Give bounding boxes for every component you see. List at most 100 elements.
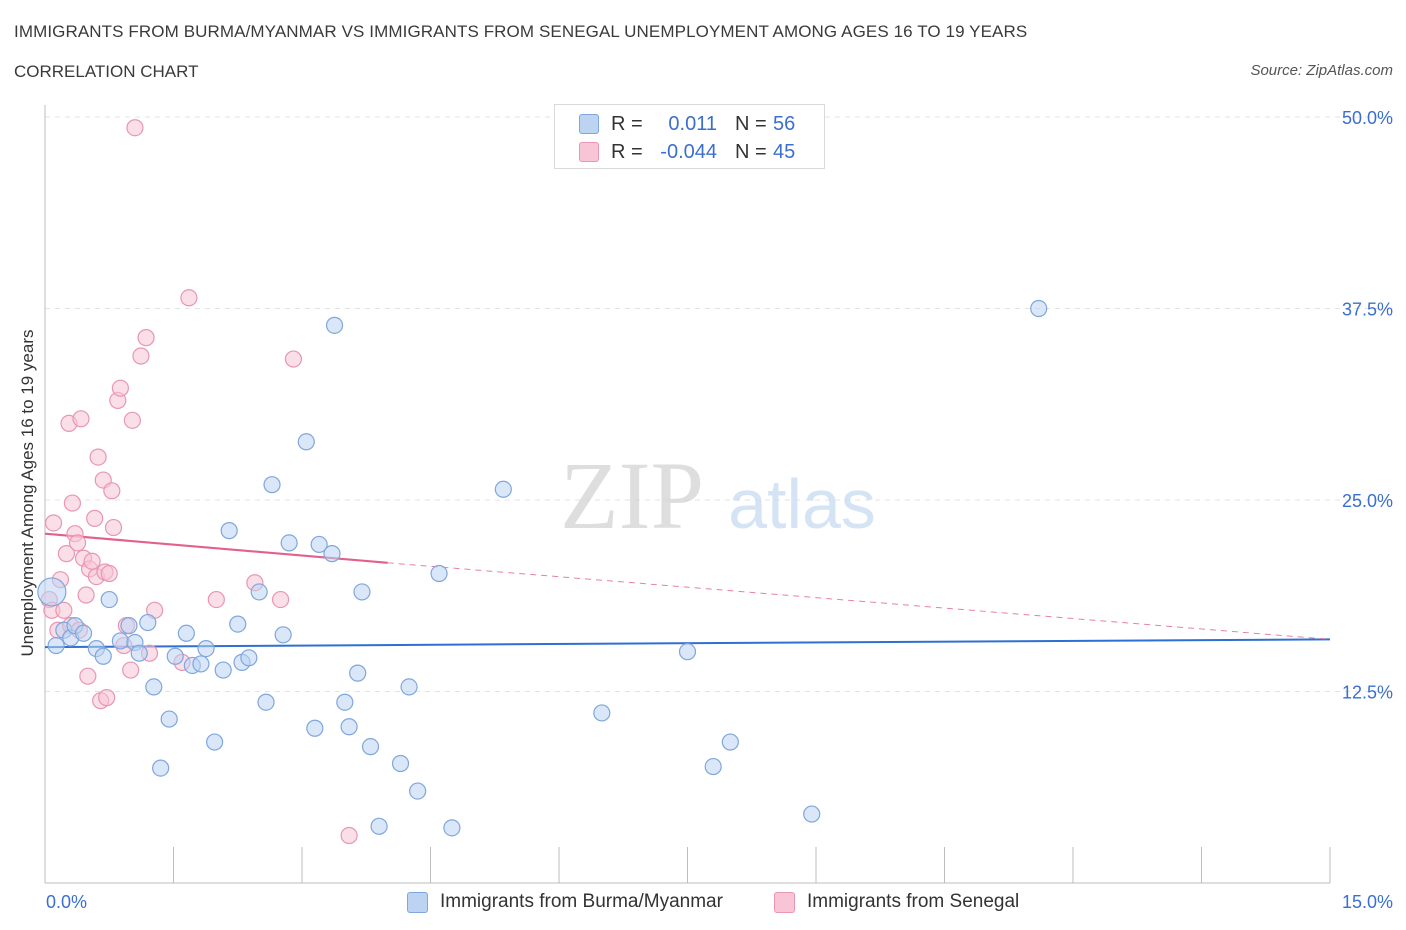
- point-burma: [593, 704, 611, 722]
- point-burma: [306, 719, 324, 737]
- y-tick-label: 37.5%: [1342, 300, 1393, 320]
- point-burma: [443, 819, 461, 837]
- point-senegal: [72, 410, 90, 428]
- point-burma: [280, 534, 298, 552]
- point-burma: [1030, 299, 1048, 318]
- y-axis-label: Unemployment Among Ages 16 to 19 years: [18, 330, 37, 657]
- point-senegal: [79, 667, 97, 685]
- legend-swatch-burma: [579, 114, 599, 134]
- point-burma: [197, 640, 215, 658]
- point-burma: [297, 433, 315, 451]
- point-burma: [274, 626, 292, 644]
- point-senegal: [86, 509, 104, 527]
- bottom-legend-swatch-senegal: [774, 891, 795, 913]
- point-senegal: [207, 590, 225, 609]
- point-burma: [325, 316, 344, 334]
- x-tick-label: 0.0%: [46, 892, 87, 912]
- tick-labels: 12.5% 25.0% 37.5% 50.0% 0.0% 15.0%: [46, 108, 1393, 912]
- point-burma: [229, 615, 247, 633]
- legend-swatch-senegal: [579, 142, 599, 162]
- point-senegal: [44, 514, 63, 532]
- point-senegal: [122, 661, 140, 679]
- chart-subtitle: CORRELATION CHART: [14, 62, 199, 81]
- point-burma: [94, 647, 112, 665]
- point-burma: [214, 661, 232, 679]
- watermark-atlas: atlas: [728, 465, 876, 543]
- point-burma: [494, 480, 512, 498]
- point-burma: [74, 624, 93, 642]
- legend-row-senegal: R = -0.044 N = 45: [579, 140, 795, 164]
- data-points: [37, 119, 1048, 845]
- point-burma: [678, 643, 697, 661]
- legend-r-label: R =: [611, 112, 643, 135]
- point-burma: [177, 624, 195, 642]
- point-senegal: [126, 119, 144, 137]
- legend-row-burma: R = 0.011 N = 56: [579, 112, 795, 136]
- gridlines: [45, 116, 1392, 692]
- point-senegal: [180, 289, 198, 307]
- point-senegal: [100, 564, 118, 583]
- legend-r-label: R =: [611, 140, 643, 163]
- x-tick-label: 15.0%: [1342, 892, 1393, 912]
- legend-n-label: N =: [735, 112, 767, 135]
- point-burma: [130, 644, 148, 662]
- point-burma: [349, 664, 367, 682]
- point-burma: [139, 613, 157, 632]
- source-label: Source: ZipAtlas.com: [1250, 62, 1393, 79]
- point-burma: [370, 817, 388, 835]
- legend-n-value: 56: [773, 112, 796, 135]
- point-burma: [47, 636, 65, 655]
- point-senegal: [132, 347, 150, 365]
- point-burma: [263, 476, 281, 494]
- point-burma: [120, 617, 138, 635]
- point-senegal: [111, 379, 129, 397]
- y-tick-label: 25.0%: [1342, 491, 1393, 511]
- axes: [44, 105, 1331, 884]
- point-senegal: [104, 518, 123, 537]
- point-burma: [340, 718, 358, 736]
- point-senegal: [123, 411, 141, 429]
- point-senegal: [340, 826, 358, 845]
- point-burma: [361, 738, 380, 756]
- point-senegal: [63, 494, 82, 512]
- point-burma: [400, 678, 418, 696]
- legend-r-value: 0.011: [668, 112, 717, 135]
- chart-title: IMMIGRANTS FROM BURMA/MYANMAR VS IMMIGRA…: [14, 22, 1028, 41]
- point-burma: [111, 632, 129, 650]
- point-burma: [192, 655, 210, 673]
- point-burma: [240, 649, 258, 667]
- watermark: ZIP atlas: [560, 442, 876, 549]
- point-senegal: [98, 689, 116, 707]
- point-burma: [160, 710, 178, 728]
- correlation-legend: R = 0.011 N = 56 R = -0.044 N = 45: [554, 104, 825, 169]
- bottom-legend-senegal: Immigrants from Senegal: [774, 889, 1019, 915]
- point-senegal: [284, 350, 303, 368]
- trend-line-senegal-extension: [387, 562, 1331, 640]
- y-tick-label: 12.5%: [1342, 683, 1393, 703]
- point-burma: [310, 535, 328, 554]
- point-burma: [409, 782, 427, 800]
- y-tick-label: 50.0%: [1342, 108, 1393, 128]
- bottom-legend-label-burma: Immigrants from Burma/Myanmar: [440, 891, 723, 912]
- point-senegal: [57, 545, 76, 563]
- point-burma: [704, 757, 722, 776]
- point-burma: [145, 678, 163, 696]
- bottom-legend-burma: Immigrants from Burma/Myanmar: [407, 889, 723, 915]
- point-senegal: [89, 448, 107, 466]
- point-burma: [391, 754, 410, 773]
- point-senegal: [83, 552, 101, 570]
- point-burma: [323, 545, 341, 563]
- legend-n-value: 45: [773, 140, 796, 163]
- point-burma: [336, 693, 354, 711]
- watermark-zip: ZIP: [560, 442, 704, 549]
- point-senegal: [137, 329, 155, 347]
- point-burma: [220, 522, 238, 540]
- legend-r-value: -0.044: [660, 140, 717, 163]
- legend-n-label: N =: [735, 140, 767, 163]
- point-burma: [37, 577, 67, 607]
- point-senegal: [77, 586, 95, 604]
- point-senegal: [68, 534, 87, 552]
- point-burma: [100, 590, 118, 609]
- point-burma: [206, 733, 224, 751]
